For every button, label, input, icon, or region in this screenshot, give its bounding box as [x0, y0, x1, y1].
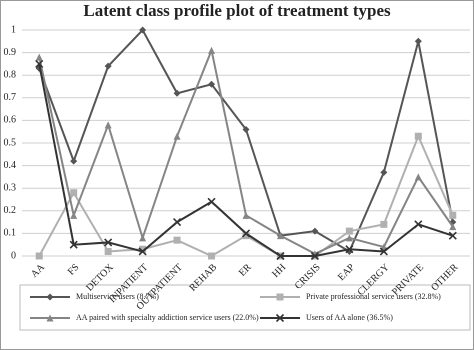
data-point — [35, 59, 44, 68]
y-tick-label: 0.7 — [4, 92, 17, 103]
data-point — [414, 132, 422, 140]
data-point — [449, 211, 457, 219]
data-point — [104, 247, 112, 255]
y-tick-label: 1 — [11, 24, 16, 35]
data-point — [35, 53, 43, 61]
y-tick-label: 0.8 — [4, 69, 17, 80]
x-tick-label: CRISIS — [293, 262, 323, 292]
data-point — [276, 251, 285, 261]
data-point — [139, 245, 147, 253]
data-point — [242, 125, 250, 133]
data-point — [70, 157, 78, 165]
data-point — [345, 245, 354, 254]
y-tick-label: 0.9 — [4, 47, 17, 58]
x-tick-label: DETOX — [84, 261, 116, 293]
data-point — [173, 132, 181, 140]
data-point — [345, 234, 353, 242]
data-point — [35, 252, 43, 260]
data-point — [139, 234, 147, 242]
x-tick-label: OTHER — [429, 262, 461, 294]
data-point — [414, 37, 422, 45]
data-point — [138, 247, 147, 256]
data-point — [414, 173, 422, 181]
data-point — [414, 220, 423, 229]
legend-box — [19, 284, 471, 331]
data-point — [173, 218, 182, 227]
chart-title: Latent class profile plot of treatment t… — [83, 1, 391, 20]
x-tick-label: REHAB — [188, 262, 220, 294]
data-point — [448, 231, 457, 240]
series-line — [38, 63, 454, 257]
data-point — [208, 46, 216, 54]
data-point — [449, 223, 457, 231]
data-point — [311, 227, 319, 235]
y-tick-label: 0.1 — [4, 228, 17, 239]
data-point — [379, 247, 388, 256]
series-line — [38, 46, 454, 255]
y-tick-label: 0.5 — [4, 137, 17, 148]
data-point — [70, 211, 78, 219]
legend-marker — [276, 293, 284, 301]
data-point — [104, 62, 112, 70]
y-tick-label: 0.2 — [4, 205, 17, 216]
legend-marker — [46, 314, 54, 322]
data-point — [173, 89, 181, 97]
data-point — [345, 227, 353, 235]
legend-marker — [275, 313, 285, 323]
y-tick-label: 0.3 — [4, 182, 17, 193]
data-point — [104, 238, 113, 247]
x-tick-label: FS — [66, 262, 82, 278]
x-tick-label: EAP — [336, 262, 357, 283]
data-point — [380, 168, 388, 176]
legend-label: AA paired with specialty addiction servi… — [76, 313, 259, 322]
data-point — [207, 197, 216, 206]
data-point — [380, 220, 388, 228]
legend-label: Private professional service users (32.8… — [306, 292, 441, 301]
data-point — [208, 252, 216, 260]
x-tick-label: AA — [29, 261, 48, 280]
data-point — [69, 240, 78, 249]
data-point — [208, 80, 216, 88]
y-tick-label: 0.6 — [4, 115, 17, 126]
y-tick-label: 0 — [11, 250, 16, 261]
legend-label: Users of AA alone (36.5%) — [306, 313, 393, 322]
data-point — [70, 189, 78, 197]
x-tick-label: HH — [270, 262, 288, 280]
y-tick-label: 0.4 — [4, 160, 17, 171]
data-point — [173, 236, 181, 244]
data-point — [241, 229, 251, 238]
data-point — [310, 251, 319, 261]
legend-marker — [46, 293, 54, 301]
data-point — [276, 232, 284, 240]
data-point — [242, 232, 250, 240]
x-tick-label: ER — [237, 262, 254, 279]
data-point — [104, 121, 112, 129]
data-point — [139, 26, 147, 34]
data-point — [242, 211, 250, 219]
legend-label: Multiservice users (8.7%) — [76, 292, 159, 301]
